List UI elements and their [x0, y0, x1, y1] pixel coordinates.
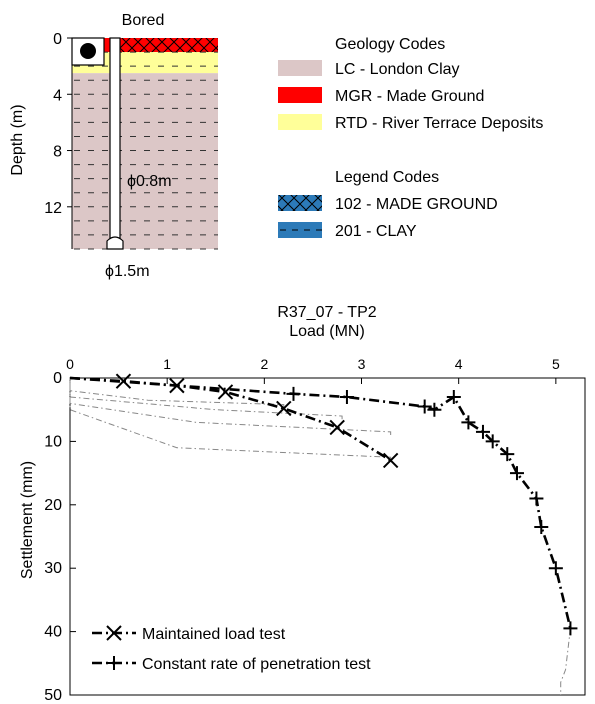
series-1-point	[509, 466, 524, 481]
series-1-point	[485, 434, 500, 449]
unload-curve-4	[560, 628, 571, 695]
layer-lc	[72, 73, 218, 250]
shaft-diameter-label: ϕ0.8m	[127, 173, 172, 190]
geology-label-mgr: MGR - Made Ground	[335, 88, 484, 105]
clay-dash-pattern	[74, 51, 218, 250]
x-axis-label: Load (MN)	[289, 323, 365, 340]
series-1-point	[461, 415, 476, 430]
geology-label-rtd: RTD - River Terrace Deposits	[335, 115, 543, 132]
legend-label-201: 201 - CLAY	[335, 223, 417, 240]
depth-tick-label: 12	[44, 200, 62, 217]
legend-label-0: Maintained load test	[142, 626, 286, 643]
geology-codes-title: Geology Codes	[335, 36, 445, 53]
legend-swatch-hatch	[278, 195, 322, 211]
geology-swatch-rtd	[278, 114, 322, 130]
series-1-point	[417, 399, 432, 414]
pile-shaft	[109, 37, 121, 242]
legend-label-1: Constant rate of penetration test	[142, 656, 371, 673]
base-diameter-label: ϕ1.5m	[105, 263, 150, 280]
series-1-point	[529, 491, 544, 506]
geology-label-lc: LC - London Clay	[335, 61, 460, 78]
unload-curve-2	[69, 378, 343, 420]
borehole-y-axis-label: Depth (m)	[9, 104, 26, 175]
water-level-icon	[80, 43, 96, 59]
series-0-point	[329, 419, 345, 436]
depth-tick-label: 4	[53, 87, 62, 104]
unload-curves	[69, 378, 571, 695]
depth-tick-label: 0	[53, 31, 62, 48]
pile-base	[106, 236, 124, 250]
legend-codes: 102 - MADE GROUND 201 - CLAY	[278, 195, 498, 240]
legend-label-102: 102 - MADE GROUND	[335, 196, 498, 213]
y-tick-label: 30	[44, 560, 62, 577]
x-tick-label: 3	[358, 356, 366, 372]
y-tick-label: 10	[44, 433, 62, 450]
series-line-1	[69, 376, 572, 629]
geology-legend: LC - London Clay MGR - Made Ground RTD - R…	[278, 60, 543, 132]
borehole-title: Bored	[122, 12, 165, 29]
unload-curve-1	[69, 378, 392, 436]
series-1-point	[339, 390, 354, 405]
series-1-point	[534, 519, 549, 534]
series-1-point	[475, 424, 490, 439]
series-0-point	[276, 400, 292, 417]
legend-marker-1	[107, 656, 121, 670]
series-1-point	[548, 561, 563, 576]
series-1-point	[563, 621, 578, 636]
series-0-point	[217, 384, 234, 400]
geology-swatch-lc	[278, 60, 322, 76]
series-1-point	[286, 386, 301, 401]
geology-layers	[72, 38, 218, 250]
series-0-point	[115, 373, 132, 389]
chart-legend: Maintained load test Constant rate of pen…	[92, 625, 371, 673]
x-tick-label: 4	[455, 356, 463, 372]
layer-rtd	[72, 52, 218, 74]
geology-swatch-mgr	[278, 87, 322, 103]
borehole-log: Bored Depth (m) 0 4 8 12 ϕ0.8m ϕ1.5m Geolog…	[9, 12, 543, 280]
plot-frame	[69, 377, 586, 696]
x-tick-label: 5	[552, 356, 560, 372]
x-tick-label: 2	[260, 356, 268, 372]
chart-series	[69, 373, 578, 636]
x-tick-label: 0	[66, 356, 74, 372]
legend-marker-0	[106, 625, 122, 641]
depth-axis: 0 4 8 12	[44, 31, 73, 249]
y-axis-label: Settlement (mm)	[19, 461, 36, 579]
y-tick-label: 0	[53, 370, 62, 387]
series-0-point	[382, 452, 399, 469]
load-settlement-chart: R37_07 - TP2 Load (MN) Settlement (mm) 0…	[19, 304, 586, 704]
depth-tick-label: 8	[53, 144, 62, 161]
unload-curve-3	[69, 378, 285, 409]
y-tick-label: 20	[44, 497, 62, 514]
y-tick-label: 40	[44, 624, 62, 641]
x-tick-label: 1	[163, 356, 171, 372]
series-1-point	[500, 447, 515, 462]
series-1-point	[427, 402, 442, 417]
y-tick-label: 50	[44, 687, 62, 704]
series-1-point	[446, 390, 461, 405]
legend-codes-title: Legend Codes	[335, 169, 439, 186]
made-ground-crosshatch	[110, 38, 218, 53]
legend-swatch-201	[278, 222, 322, 238]
chart-title: R37_07 - TP2	[277, 304, 376, 321]
